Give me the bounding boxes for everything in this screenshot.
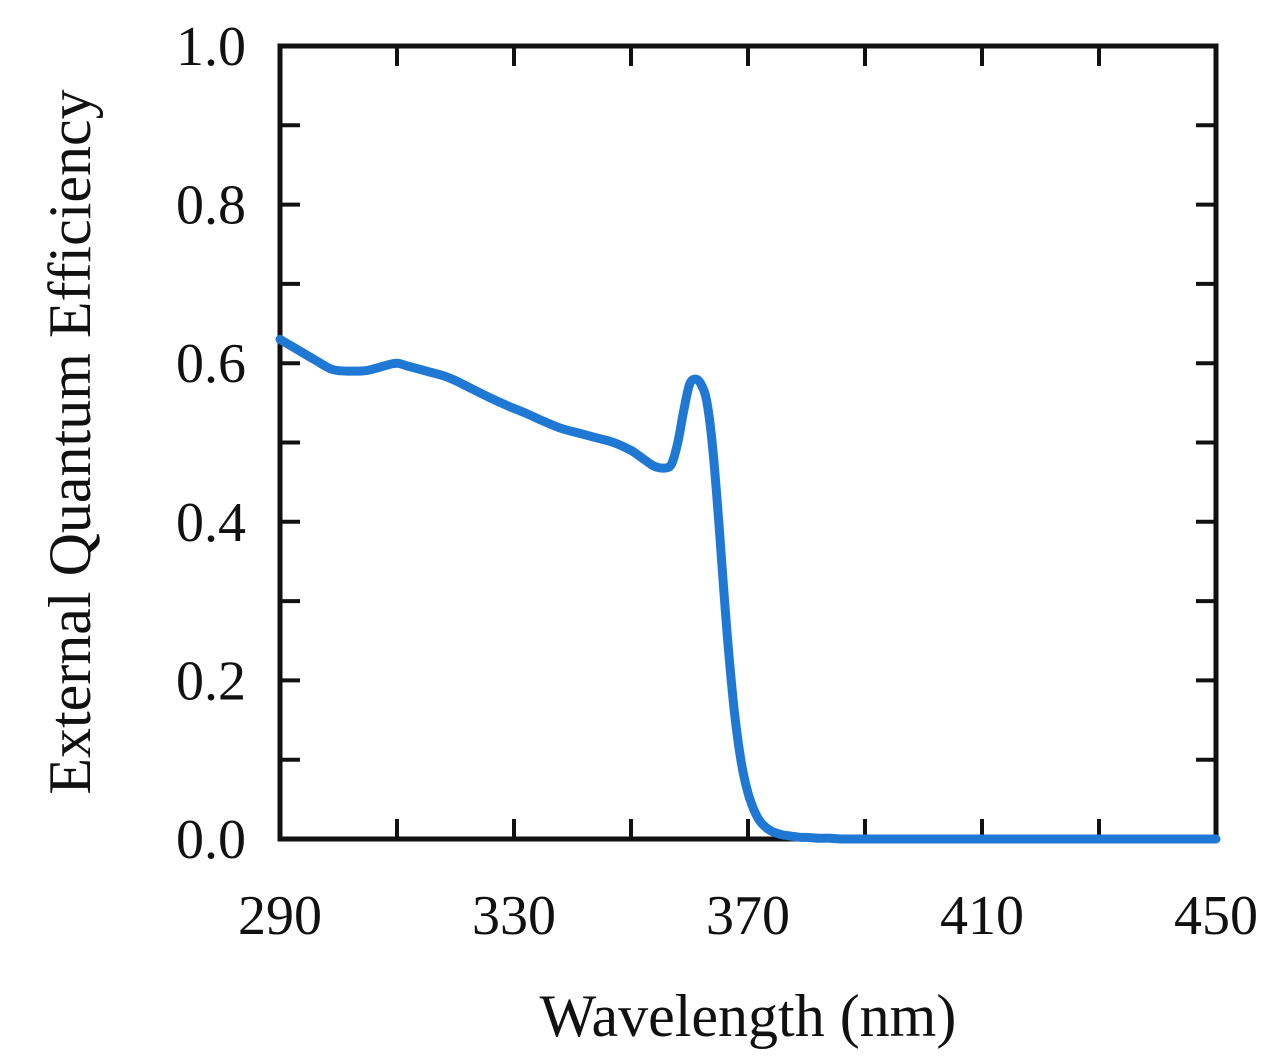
y-tick-label: 0.6 bbox=[176, 333, 246, 395]
x-tick-label: 330 bbox=[472, 885, 556, 947]
series-line-eqe bbox=[275, 334, 1221, 844]
y-tick-label: 0.4 bbox=[176, 492, 246, 554]
x-tick-label: 410 bbox=[940, 885, 1024, 947]
y-axis-title: External Quantum Efficiency bbox=[37, 89, 103, 794]
y-tick-label: 1.0 bbox=[176, 16, 246, 78]
y-tick-label: 0.8 bbox=[176, 175, 246, 237]
plot-frame bbox=[277, 43, 1219, 842]
series-layer bbox=[275, 334, 1221, 844]
y-tick-label: 0.0 bbox=[176, 809, 246, 871]
x-tick-label: 450 bbox=[1174, 885, 1258, 947]
tick-labels: 290 330 370 410 450 0.0 0.2 0.4 0.6 0.8 1.0 bbox=[176, 16, 1258, 947]
x-tick-label: 290 bbox=[238, 885, 322, 947]
x-tick-label: 370 bbox=[706, 885, 790, 947]
axis-ticks bbox=[278, 44, 1218, 841]
x-axis-title: Wavelength (nm) bbox=[540, 983, 957, 1049]
y-tick-label: 0.2 bbox=[176, 650, 246, 712]
